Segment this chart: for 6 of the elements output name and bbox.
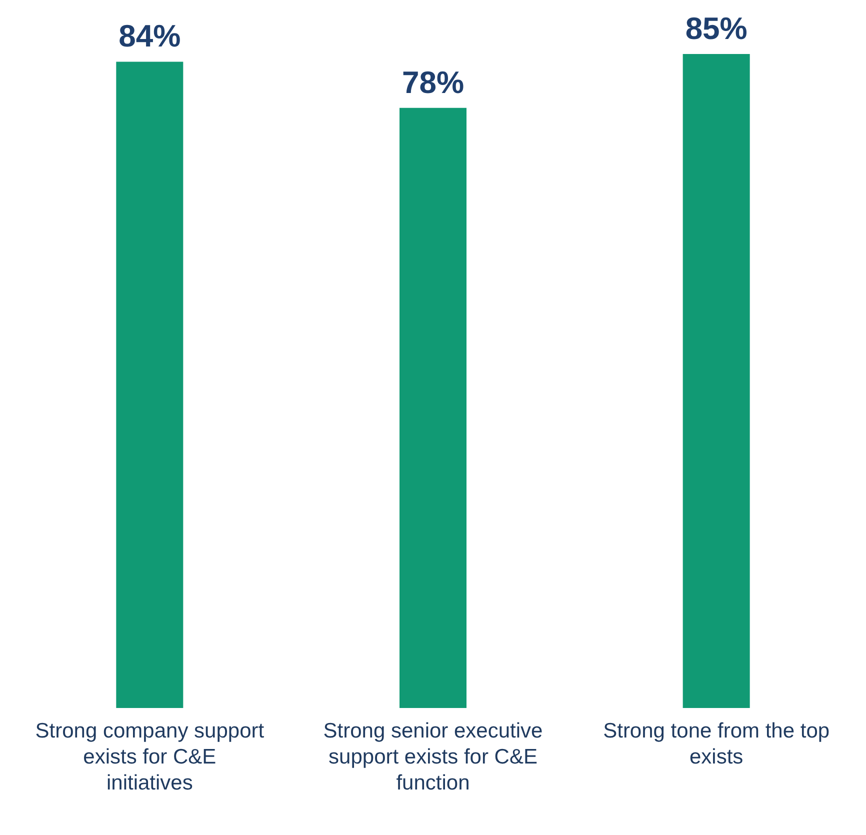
data-label: 78%	[402, 64, 464, 100]
x-tick-label: Strong company support exists for C&E initiatives	[35, 720, 264, 794]
x-tick-label: Strong senior executive support exists for C&E function	[323, 720, 543, 794]
data-label: 84%	[118, 18, 181, 54]
x-tick-label: Strong tone from the top exists	[603, 720, 830, 768]
data-label: 85%	[685, 11, 748, 46]
